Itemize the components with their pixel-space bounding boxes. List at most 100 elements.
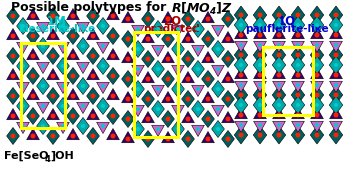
Circle shape [146, 136, 151, 142]
Polygon shape [162, 12, 174, 23]
Circle shape [238, 73, 244, 77]
Polygon shape [234, 96, 248, 114]
Circle shape [146, 36, 151, 42]
Circle shape [136, 127, 140, 131]
Circle shape [61, 24, 65, 28]
Circle shape [216, 127, 220, 131]
Polygon shape [36, 22, 50, 33]
Polygon shape [97, 82, 109, 94]
Polygon shape [162, 132, 174, 143]
Polygon shape [26, 88, 39, 100]
Circle shape [239, 43, 243, 47]
Polygon shape [152, 45, 164, 57]
Circle shape [31, 94, 35, 98]
Polygon shape [212, 121, 224, 138]
Circle shape [314, 53, 320, 57]
Circle shape [333, 73, 338, 77]
Circle shape [226, 36, 230, 42]
Circle shape [216, 107, 220, 111]
Circle shape [71, 94, 75, 98]
Polygon shape [67, 49, 79, 60]
Circle shape [41, 44, 45, 48]
Polygon shape [142, 91, 154, 108]
Circle shape [11, 53, 15, 59]
Circle shape [176, 67, 180, 71]
Polygon shape [57, 57, 69, 74]
Circle shape [156, 47, 160, 51]
Polygon shape [253, 86, 267, 104]
Circle shape [71, 13, 75, 19]
Polygon shape [202, 30, 214, 47]
Polygon shape [47, 47, 60, 64]
Polygon shape [87, 108, 99, 120]
Circle shape [126, 57, 130, 61]
Circle shape [315, 23, 319, 27]
Circle shape [90, 13, 96, 19]
Circle shape [295, 53, 301, 57]
Circle shape [295, 12, 301, 18]
Polygon shape [272, 96, 286, 114]
Circle shape [295, 112, 301, 118]
Polygon shape [235, 41, 247, 53]
Polygon shape [291, 56, 305, 74]
Circle shape [226, 57, 230, 61]
Circle shape [51, 13, 55, 19]
Polygon shape [202, 91, 214, 103]
Polygon shape [182, 71, 194, 83]
Polygon shape [330, 41, 342, 53]
Polygon shape [77, 37, 89, 54]
Circle shape [165, 77, 171, 81]
Circle shape [258, 23, 262, 27]
Polygon shape [162, 91, 174, 103]
Polygon shape [107, 129, 119, 140]
Polygon shape [172, 40, 184, 57]
Polygon shape [17, 98, 29, 115]
Polygon shape [182, 112, 194, 123]
Circle shape [277, 132, 281, 138]
Polygon shape [172, 105, 184, 116]
Polygon shape [57, 42, 69, 53]
Circle shape [110, 74, 116, 78]
Polygon shape [291, 6, 305, 24]
Polygon shape [273, 67, 286, 79]
Polygon shape [122, 91, 135, 103]
Polygon shape [202, 70, 214, 88]
Polygon shape [253, 56, 267, 74]
Polygon shape [97, 57, 109, 74]
Polygon shape [273, 121, 286, 132]
Polygon shape [152, 20, 164, 37]
Circle shape [61, 104, 65, 108]
Circle shape [176, 47, 180, 51]
Circle shape [196, 107, 200, 111]
Circle shape [41, 124, 45, 128]
Circle shape [31, 133, 35, 139]
Circle shape [101, 104, 105, 108]
Polygon shape [142, 32, 154, 43]
Circle shape [216, 67, 220, 71]
Circle shape [226, 16, 230, 22]
Polygon shape [273, 28, 286, 39]
Circle shape [185, 36, 191, 42]
Circle shape [21, 104, 25, 108]
Polygon shape [234, 6, 248, 24]
Circle shape [146, 16, 151, 22]
Bar [263, 47, 313, 115]
Polygon shape [311, 81, 323, 92]
Polygon shape [132, 65, 144, 77]
Text: 4: 4 [45, 155, 51, 164]
Polygon shape [272, 46, 286, 64]
Circle shape [71, 114, 75, 119]
Bar [134, 32, 178, 137]
Circle shape [258, 73, 262, 77]
Circle shape [51, 133, 55, 139]
Polygon shape [222, 71, 234, 83]
Circle shape [101, 84, 105, 88]
Polygon shape [26, 129, 39, 140]
Circle shape [11, 74, 15, 78]
Polygon shape [222, 32, 234, 43]
Polygon shape [254, 108, 266, 119]
Polygon shape [292, 121, 304, 132]
Polygon shape [47, 88, 60, 105]
Circle shape [61, 84, 65, 88]
Circle shape [315, 43, 319, 47]
